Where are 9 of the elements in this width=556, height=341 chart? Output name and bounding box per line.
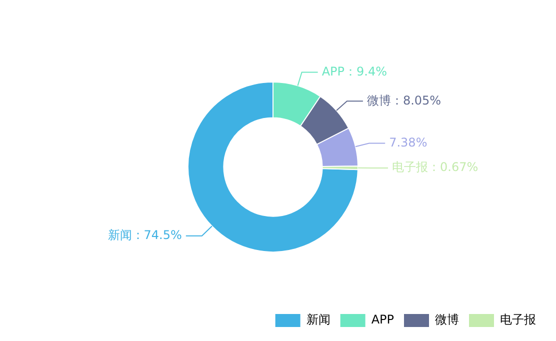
legend-label: APP [371, 312, 394, 327]
legend-label: 电子报 [500, 312, 536, 327]
data-label: APP：9.4% [322, 64, 387, 78]
data-label: 微博：8.05% [366, 93, 442, 108]
data-label: 7.38% [389, 135, 428, 150]
data-label: 新闻：74.5% [108, 228, 182, 242]
data-label: 电子报：0.67% [392, 160, 478, 174]
legend-label: 新闻 [306, 312, 330, 327]
legend-label: 微博 [435, 312, 459, 327]
